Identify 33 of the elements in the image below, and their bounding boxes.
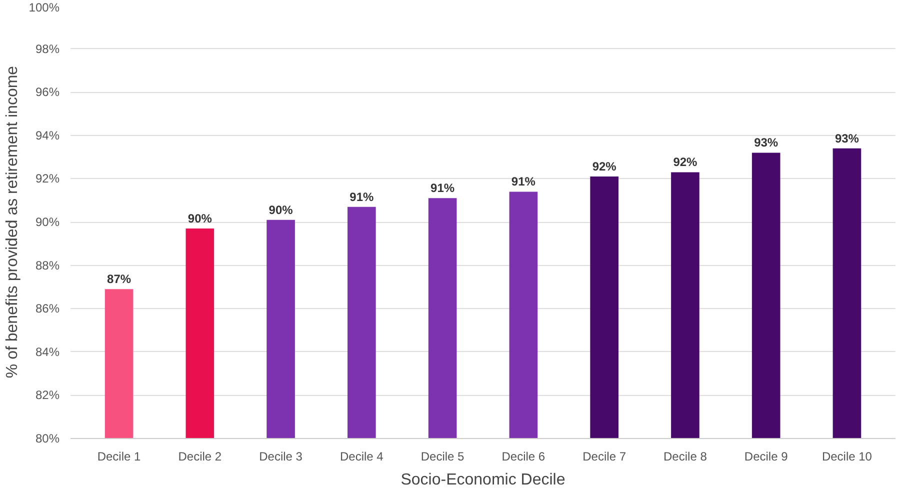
y-tick-label: 86% (35, 302, 60, 316)
x-tick-label: Decile 7 (582, 450, 626, 464)
x-tick-label: Decile 2 (178, 450, 222, 464)
y-tick-label: 96% (35, 85, 60, 100)
x-axis-title: Socio-Economic Decile (400, 472, 566, 488)
data-label: 91% (350, 190, 374, 204)
y-tick-label: 90% (35, 215, 60, 229)
data-label: 91% (511, 174, 536, 189)
y-tick-label: 100% (28, 0, 60, 14)
data-label: 91% (430, 181, 455, 196)
data-label: 93% (754, 136, 778, 150)
y-tick-label: 84% (35, 344, 60, 359)
x-tick-label: Decile 6 (502, 450, 546, 464)
y-tick-label: 92% (35, 172, 60, 186)
y-tick-label: 82% (35, 388, 60, 402)
data-label: 87% (107, 272, 132, 286)
x-tick-label: Decile 10 (822, 450, 872, 464)
data-label: 92% (673, 155, 698, 170)
x-tick-label: Decile 1 (97, 450, 142, 464)
x-tick-label: Decile 3 (259, 450, 303, 464)
x-tick-label: Decile 5 (420, 450, 465, 464)
x-tick-label: Decile 9 (744, 450, 788, 464)
data-label: 90% (268, 202, 294, 217)
y-tick-label: 94% (35, 128, 60, 142)
y-axis-title: % of benefits provided as retirement income (4, 66, 21, 378)
y-tick-label: 80% (35, 432, 60, 446)
data-label: 93% (834, 131, 860, 146)
y-tick-label: 88% (35, 258, 60, 272)
x-tick-label: Decile 8 (664, 450, 708, 464)
data-label: 90% (188, 211, 212, 226)
x-tick-label: Decile 4 (340, 450, 384, 464)
data-label: 92% (592, 160, 617, 174)
y-tick-label: 98% (35, 42, 60, 56)
